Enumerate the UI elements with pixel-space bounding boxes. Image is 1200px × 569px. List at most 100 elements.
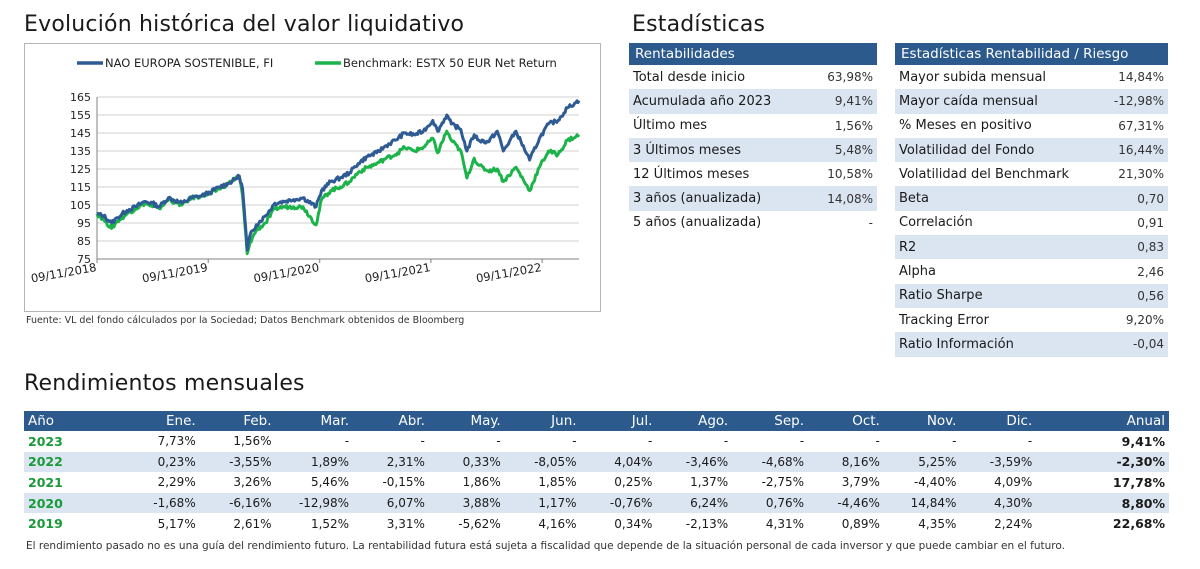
rentabilidad-value: 9,41% [810, 89, 877, 114]
monthly-value: 0,76% [732, 492, 809, 514]
monthly-annual: 17,78% [1112, 474, 1165, 490]
monthly-header-cell: Sep. [732, 411, 809, 431]
monthly-value: -3,59% [960, 451, 1037, 473]
fund-series-line [96, 99, 581, 252]
rentabilidad-row: Último mes 1,56% [629, 114, 877, 138]
rentabilidad-row: 3 años (anualizada) 14,08% [629, 186, 877, 211]
riesgo-value: 0,56 [1100, 283, 1168, 308]
monthly-value: 4,31% [765, 516, 805, 531]
monthly-returns-table: Año Ene. Feb. Mar. Abr. May. Jun. Jul. Ago. Sep. O… [24, 411, 1169, 534]
rentabilidad-row: 3 Últimos meses 5,48% [629, 137, 877, 163]
y-tick-label: 155 [70, 109, 91, 122]
rentabilidad-row: Total desde inicio 63,98% [629, 65, 877, 89]
monthly-value: 8,16% [808, 451, 884, 473]
monthly-annual: 9,41% [1121, 433, 1165, 449]
monthly-value: - [952, 434, 957, 449]
legend-label: NAO EUROPA SOSTENIBLE, FI [105, 56, 273, 70]
riesgo-value: 67,31% [1118, 118, 1164, 133]
monthly-value: -4,68% [732, 451, 809, 473]
disclaimer: El rendimiento pasado no es una guía del… [26, 540, 1065, 552]
monthly-header-cell: Ene. [123, 411, 200, 431]
riesgo-row: Tracking Error 9,20% [895, 308, 1168, 332]
monthly-title: Rendimientos mensuales [24, 371, 305, 396]
monthly-header-cell: Jun. [504, 411, 581, 431]
riesgo-label: Alpha [899, 264, 936, 280]
x-tick-label: 09/11/2021 [364, 260, 432, 285]
monthly-value: 0,23% [123, 451, 200, 473]
chart-source-note: Fuente: VL del fondo cálculados por la S… [26, 315, 465, 326]
riesgo-value: 9,20% [1125, 313, 1164, 328]
monthly-value: 2,29% [157, 475, 196, 490]
rentabilidades-table: Rentabilidades Total desde inicio 63,98% A… [629, 43, 877, 235]
riesgo-label: Ratio Información [895, 332, 1101, 357]
monthly-value: -2,13% [685, 516, 729, 531]
chart-title: Evolución histórica del valor liquidativ… [24, 12, 465, 37]
monthly-value: 2,24% [994, 516, 1033, 531]
monthly-value: - [496, 434, 501, 449]
riesgo-value: 2,46 [1137, 264, 1164, 279]
riesgo-label: Volatilidad del Benchmark [899, 166, 1069, 182]
riesgo-label: Volatilidad del Fondo [895, 137, 1101, 163]
monthly-value: -4,40% [913, 475, 957, 490]
monthly-row: 2021 2,29% 3,26% 5,46% -0,15% 1,86% 1,85% 0,25%… [24, 472, 1169, 493]
monthly-value: 1,56% [233, 434, 272, 449]
monthly-value: 4,30% [960, 492, 1037, 514]
riesgo-table: Estadísticas Rentabilidad / Riesgo Mayor… [895, 43, 1168, 357]
x-tick-label: 09/11/2022 [475, 260, 543, 285]
y-tick-label: 75 [77, 253, 91, 266]
monthly-header-cell: Oct. [808, 411, 884, 431]
monthly-value: -5,62% [458, 516, 501, 531]
monthly-header-cell: Año [24, 411, 124, 431]
rentabilidad-value: 10,58% [827, 167, 873, 182]
monthly-year: 2019 [28, 516, 63, 532]
monthly-value: 4,35% [918, 516, 957, 531]
riesgo-label: R2 [895, 235, 1101, 260]
riesgo-row: Beta 0,70 [895, 186, 1168, 211]
monthly-value: 6,24% [656, 492, 733, 514]
monthly-value: 6,07% [353, 492, 429, 514]
monthly-value: 1,17% [504, 492, 581, 514]
rentabilidad-label: Total desde inicio [633, 69, 746, 85]
monthly-value: -12,98% [275, 492, 354, 514]
riesgo-value: -12,98% [1100, 89, 1168, 114]
riesgo-label: Beta [895, 186, 1101, 211]
rentabilidad-row: Acumulada año 2023 9,41% [629, 89, 877, 114]
monthly-value: -1,68% [123, 492, 200, 514]
y-tick-label: 145 [70, 127, 91, 140]
monthly-header-cell: Feb. [199, 411, 276, 431]
monthly-value: -2,75% [761, 475, 805, 490]
monthly-row: 2020 -1,68% -6,16% -12,98% 6,07% 3,88% 1,17% -0… [24, 492, 1169, 514]
monthly-header-cell: Ago. [656, 411, 733, 431]
riesgo-row: Ratio Información -0,04 [895, 332, 1168, 357]
monthly-header-cell: Dic. [960, 411, 1037, 431]
x-tick-label: 09/11/2019 [141, 260, 209, 285]
riesgo-value: 16,44% [1100, 137, 1168, 163]
monthly-value: 3,31% [386, 516, 425, 531]
monthly-value: 3,88% [428, 492, 505, 514]
monthly-value: - [875, 434, 880, 449]
monthly-annual: 8,80% [1036, 492, 1169, 514]
monthly-year: 2022 [24, 451, 124, 473]
monthly-value: 7,73% [157, 434, 196, 449]
y-tick-label: 95 [77, 217, 91, 230]
monthly-value: 14,84% [883, 492, 961, 514]
monthly-value: 4,04% [580, 451, 657, 473]
monthly-value: 2,31% [353, 451, 429, 473]
riesgo-label: Correlación [899, 215, 973, 231]
riesgo-row: Correlación 0,91 [895, 211, 1168, 235]
monthly-value: - [799, 434, 805, 449]
monthly-value: 1,85% [538, 475, 577, 490]
monthly-annual: 22,68% [1112, 516, 1165, 532]
riesgo-value: 21,30% [1118, 167, 1164, 182]
rentabilidad-label: 3 años (anualizada) [629, 186, 811, 211]
riesgo-value: 14,84% [1118, 70, 1164, 85]
monthly-value: - [723, 434, 729, 449]
riesgo-value: 0,91 [1137, 215, 1164, 230]
riesgo-label: Ratio Sharpe [895, 283, 1101, 308]
monthly-year: 2021 [28, 474, 63, 490]
y-tick-label: 105 [70, 199, 91, 212]
nav-chart-svg: 75 85 95 105 115 125 135 145 155 165 09/11/2018 09/… [30, 56, 581, 285]
rentabilidad-value: 63,98% [827, 70, 873, 85]
monthly-value: -3,55% [199, 451, 276, 473]
y-tick-label: 85 [77, 235, 91, 248]
